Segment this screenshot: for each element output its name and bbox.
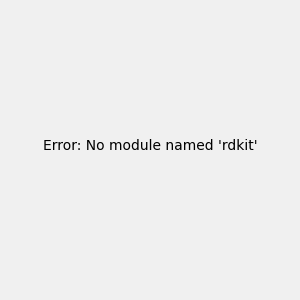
- Text: Error: No module named 'rdkit': Error: No module named 'rdkit': [43, 139, 257, 153]
